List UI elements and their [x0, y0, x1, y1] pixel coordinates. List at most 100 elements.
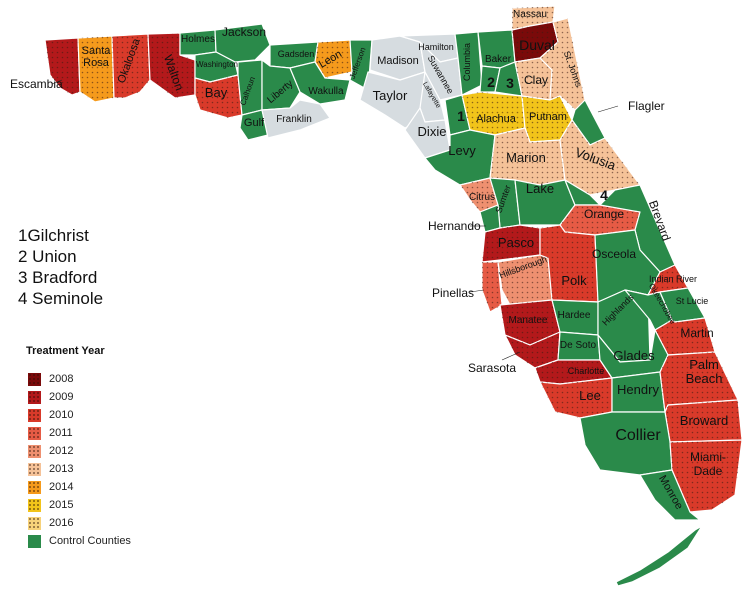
- county-label-glades: Glades: [613, 348, 655, 363]
- county-label-hernando: Hernando: [428, 219, 481, 233]
- dot-overlay: [482, 262, 502, 312]
- legend-swatch: [28, 462, 41, 476]
- legend-swatch: [28, 516, 41, 530]
- dot-overlay: [655, 318, 715, 355]
- map-number-1: 1: [457, 108, 465, 124]
- legend-label: 2014: [49, 481, 74, 493]
- county-label-martin: Martin: [680, 326, 713, 340]
- legend-label: 2011: [49, 427, 73, 439]
- dot-overlay: [505, 332, 560, 368]
- county-wakulla: [289, 61, 351, 105]
- county-label-hardee: Hardee: [558, 310, 591, 321]
- county-label-gadsden: Gadsden: [278, 49, 315, 59]
- legend-swatch: [28, 444, 41, 458]
- county-label-nassau: Nassau: [513, 9, 547, 20]
- county-label-broward: Broward: [680, 413, 728, 428]
- dot-overlay: [670, 440, 742, 512]
- dot-overlay: [148, 33, 195, 98]
- county-label-pinellas: Pinellas: [432, 286, 474, 300]
- key-gilchrist: 1Gilchrist: [18, 226, 89, 245]
- county-label-escambia: Escambia: [10, 77, 63, 91]
- dot-overlay: [195, 75, 242, 118]
- legend-swatch: [28, 480, 41, 494]
- dot-overlay: [540, 225, 598, 302]
- county-label-citrus: Citrus: [469, 192, 495, 203]
- legend-label: Control Counties: [49, 535, 131, 547]
- map-number-4: 4: [600, 187, 608, 203]
- county-label-lee: Lee: [579, 388, 601, 403]
- dot-overlay: [535, 360, 612, 384]
- leader-escambia: [51, 79, 63, 85]
- legend-label: 2013: [49, 463, 74, 475]
- legend-swatch: [28, 498, 41, 512]
- county-label-wakulla: Wakulla: [308, 86, 344, 97]
- dot-overlay: [560, 205, 640, 235]
- county-label-jackson: Jackson: [222, 25, 266, 39]
- county-label-washington: Washington: [196, 60, 238, 69]
- county-label-dixie: Dixie: [418, 124, 447, 139]
- county-label-de-soto: De Soto: [560, 340, 597, 351]
- dot-overlay: [665, 400, 742, 442]
- number-key: 1Gilchrist 2 Union 3 Bradford 4 Seminole: [18, 225, 103, 309]
- county-label-taylor: Taylor: [373, 88, 408, 103]
- legend-item: 2014: [28, 480, 73, 494]
- dot-overlay: [490, 128, 565, 185]
- county-label-columbia: Columbia: [462, 43, 472, 81]
- county-label-holmes: Holmes: [181, 34, 215, 45]
- legend-item: 2008: [28, 372, 73, 386]
- county-label-hendry: Hendry: [617, 382, 659, 397]
- dot-overlay: [522, 96, 572, 142]
- dot-overlay: [512, 6, 555, 30]
- legend-label: 2016: [49, 517, 74, 529]
- county-label-bay: Bay: [205, 85, 228, 100]
- dot-overlay: [560, 120, 640, 195]
- legend-label: 2012: [49, 445, 74, 457]
- legend-label: 2015: [49, 499, 74, 511]
- legend-item: 2010: [28, 408, 73, 422]
- legend-swatch: [28, 408, 41, 422]
- legend-item: 2011: [28, 426, 73, 440]
- dot-overlay: [500, 300, 560, 345]
- legend-title: Treatment Year: [26, 345, 105, 357]
- county-label-collier: Collier: [615, 427, 661, 444]
- dot-overlay: [45, 38, 80, 95]
- legend-label: 2008: [49, 373, 74, 385]
- county-label-osceola: Osceola: [592, 247, 636, 261]
- county-label-miami-dade: Miami-Dade: [690, 450, 726, 478]
- dot-overlay: [540, 378, 612, 418]
- legend-item: 2016: [28, 516, 73, 530]
- legend-item: 2013: [28, 462, 73, 476]
- county-label-levy: Levy: [448, 143, 476, 158]
- county-label-duval: Duval: [519, 37, 555, 53]
- legend-label: 2009: [49, 391, 74, 403]
- county-label-alachua: Alachua: [476, 113, 517, 125]
- dot-overlay: [482, 225, 540, 262]
- county-label-polk: Polk: [561, 273, 587, 288]
- legend-item: 2012: [28, 444, 73, 458]
- county-label-lake: Lake: [526, 181, 554, 196]
- legend-swatch: [28, 534, 41, 548]
- legend-item: 2009: [28, 390, 73, 404]
- county-label-madison: Madison: [377, 55, 419, 67]
- county-columbia: [454, 31, 483, 96]
- legend-item: Control Counties: [28, 534, 131, 548]
- county-label-manatee: Manatee: [509, 315, 548, 326]
- dot-overlay: [515, 58, 552, 100]
- county-label-putnam: Putnam: [529, 111, 567, 123]
- leader-flagler: [597, 105, 619, 113]
- dot-overlay: [498, 255, 552, 305]
- county-monroe: [639, 469, 701, 521]
- county-label-baker: Baker: [485, 54, 512, 65]
- dot-overlay: [648, 265, 688, 295]
- county-label-palm-beach: Palm Beach: [686, 357, 723, 386]
- florida-keys: [615, 525, 703, 587]
- county-gulf: [239, 109, 269, 141]
- leader-sarasota: [501, 351, 521, 361]
- leader-pinellas: [469, 289, 485, 293]
- map-number-3: 3: [506, 75, 514, 91]
- county-label-orange: Orange: [584, 207, 624, 221]
- dot-overlay: [660, 352, 738, 412]
- legend-swatch: [28, 372, 41, 386]
